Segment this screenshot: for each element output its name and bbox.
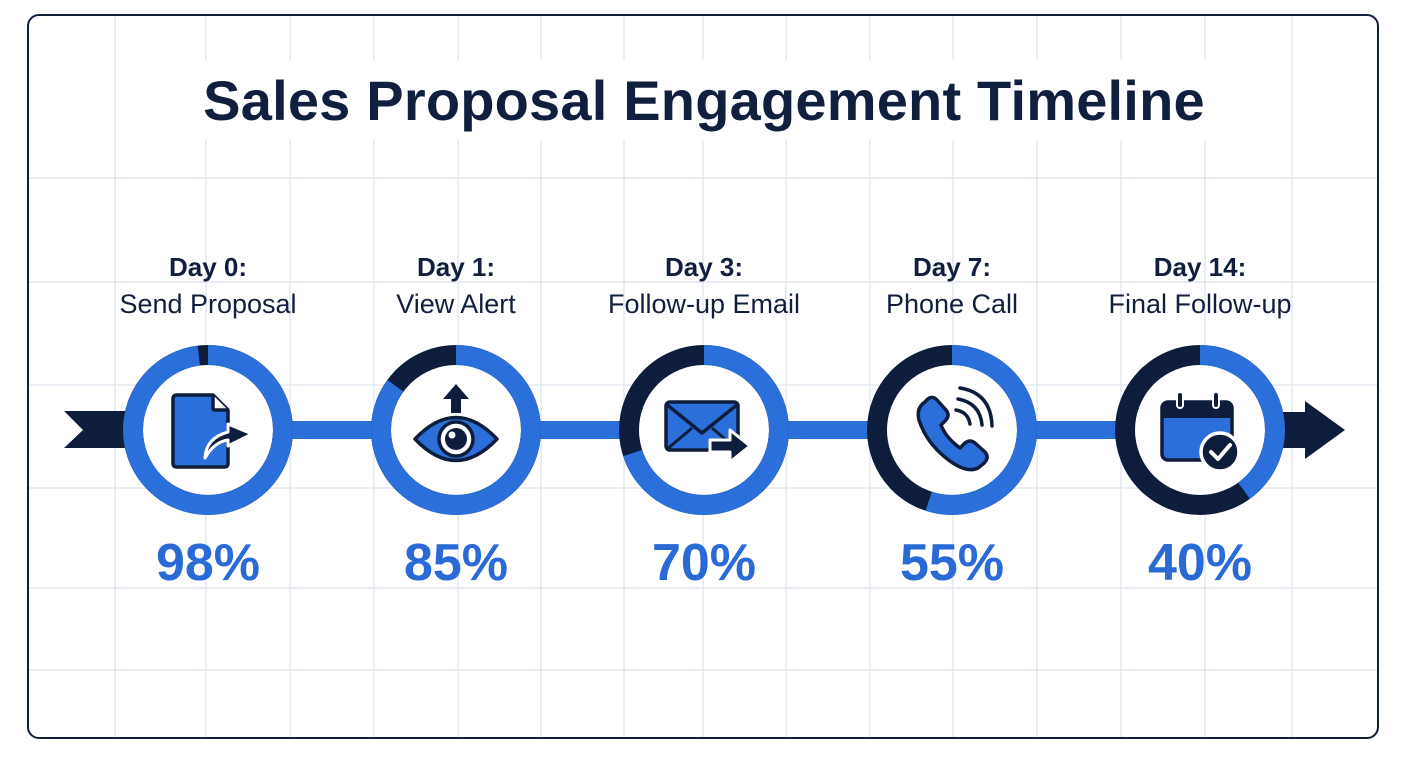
step-action-label: Follow-up Email [607,289,801,319]
timeline-tail [64,411,130,448]
step-percent: 40% [1147,534,1253,592]
step-action-label: View Alert [396,289,516,319]
step-day-label: Day 14: [1153,252,1247,282]
step-action-label: Phone Call [885,289,1019,319]
progress-ring [867,345,1037,515]
title-backdrop [175,60,1233,140]
step-action-label: Final Follow-up [1108,289,1292,319]
progress-ring [371,345,541,515]
step-day-label: Day 7: [912,252,992,282]
eye-alert-icon [413,384,499,463]
document-send-icon [171,393,254,469]
step-percent: 70% [651,534,757,592]
timeline-arrow-head [1280,401,1345,459]
step-day-label: Day 0: [168,252,248,282]
phone-call-icon [916,386,994,472]
page-title: Sales Proposal Engagement Timeline [203,69,1205,132]
calendar-check-icon [1160,391,1241,473]
timeline-connectors [285,421,1125,439]
step-percent: 55% [899,534,1005,592]
email-forward-icon [664,400,752,464]
step-day-label: Day 1: [416,252,496,282]
step-percent: 98% [155,534,261,592]
step-percent: 85% [403,534,509,592]
step-day-label: Day 3: [664,252,744,282]
step-action-label: Send Proposal [119,289,297,319]
